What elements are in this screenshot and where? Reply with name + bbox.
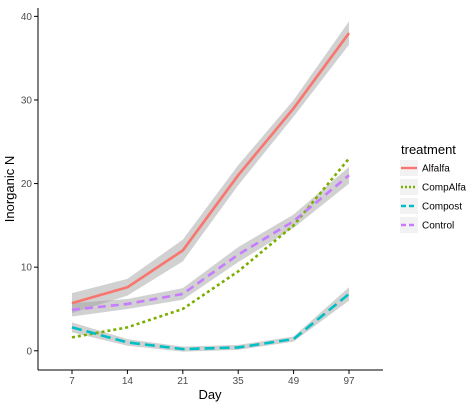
y-tick-label: 30 <box>21 95 33 106</box>
x-tick-label: 21 <box>177 376 189 387</box>
y-tick-label: 10 <box>21 263 33 274</box>
bands-layer <box>72 21 349 352</box>
y-tick-label: 0 <box>26 346 32 357</box>
series-compalfa <box>71 157 351 339</box>
series-line-control <box>71 174 350 312</box>
legend-item-compalfa: CompAlfa <box>400 179 466 195</box>
legend-label: Control <box>422 221 454 232</box>
legend-item-compost: Compost <box>400 198 462 214</box>
series-compost <box>71 292 350 351</box>
legend-item-control: Control <box>400 217 454 233</box>
series-line-compost <box>71 292 350 351</box>
legend-label: Compost <box>422 202 462 213</box>
x-axis-title: Day <box>198 387 222 402</box>
confidence-band-control <box>72 166 349 317</box>
y-ticks: 0 10 20 30 40 <box>21 12 38 357</box>
legend-label: Alfalfa <box>422 164 450 175</box>
y-tick-label: 40 <box>21 12 33 23</box>
series-alfalfa <box>71 32 351 305</box>
x-tick-label: 97 <box>343 376 355 387</box>
x-tick-label: 14 <box>122 376 134 387</box>
series-control <box>71 174 350 312</box>
legend: treatment Alfalfa CompAlfa Compost Control <box>400 142 466 233</box>
y-axis-title: Inorganic N <box>2 156 17 222</box>
series-line-alfalfa <box>71 32 351 305</box>
series-layer <box>71 32 351 351</box>
x-tick-label: 7 <box>69 376 75 387</box>
y-tick-label: 20 <box>21 179 33 190</box>
x-tick-label: 35 <box>233 376 245 387</box>
legend-title: treatment <box>401 142 456 157</box>
x-ticks: 7 14 21 35 49 97 <box>69 370 355 387</box>
legend-item-alfalfa: Alfalfa <box>400 160 450 176</box>
x-tick-label: 49 <box>288 376 300 387</box>
legend-label: CompAlfa <box>422 183 466 194</box>
